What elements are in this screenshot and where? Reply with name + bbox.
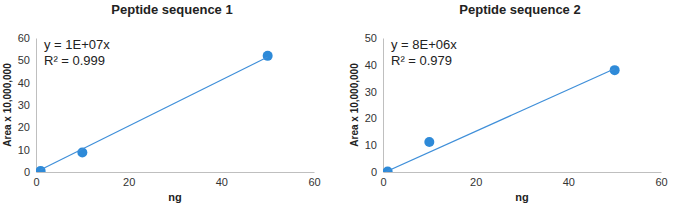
axis-line (383, 39, 384, 173)
annotation: y = 8E+06x (391, 37, 457, 52)
tick: 0 (371, 166, 383, 178)
tick-label: 20 (470, 176, 482, 188)
figure: Peptide sequence 1 0 20 40 60 0 10 20 30 40 50 60 ng… (0, 0, 680, 207)
tick: 40 (365, 59, 383, 71)
tick-label: 40 (563, 176, 575, 188)
tick-label: 60 (308, 176, 320, 188)
tick: 50 (365, 32, 383, 44)
tick: 60 (655, 172, 667, 188)
tick: 20 (18, 121, 36, 133)
plot-area (36, 51, 273, 172)
tick: 10 (18, 144, 36, 156)
y-axis: 0 10 20 30 40 50 60 (18, 32, 37, 178)
tick-label: 0 (24, 166, 30, 178)
tick-label: 20 (18, 121, 30, 133)
axis-line (384, 172, 662, 173)
x-axis: 0 20 40 60 (33, 172, 320, 188)
tick-label: 50 (18, 54, 30, 66)
chart: Peptide sequence 2 0 20 40 60 0 10 20 30 40 50 ng Ar… (349, 2, 668, 203)
tick-label: 40 (365, 59, 377, 71)
tick: 20 (470, 172, 482, 188)
tick-label: 40 (18, 77, 30, 89)
tick-label: 0 (371, 166, 377, 178)
annotation: R² = 0.979 (391, 53, 452, 68)
tick: 0 (33, 172, 39, 188)
tick-label: 50 (365, 32, 377, 44)
x-axis-title: ng (515, 191, 528, 203)
y-axis: 0 10 20 30 40 50 (365, 32, 384, 178)
tick: 0 (380, 172, 386, 188)
chart: Peptide sequence 1 0 20 40 60 0 10 20 30 40 50 60 ng… (2, 2, 321, 203)
tick-label: 0 (33, 176, 39, 188)
x-axis-title: ng (168, 191, 181, 203)
tick: 30 (365, 86, 383, 98)
tick: 30 (18, 99, 36, 111)
y-axis-title: Area x 10,000,000 (349, 63, 360, 147)
annotation: y = 1E+07x (44, 37, 110, 52)
x-axis: 0 20 40 60 (380, 172, 667, 188)
tick: 60 (308, 172, 320, 188)
tick-label: 40 (216, 176, 228, 188)
tick-label: 10 (18, 144, 30, 156)
tick-label: 20 (365, 112, 377, 124)
plot-area (383, 65, 620, 172)
axis-line (37, 172, 315, 173)
tick: 20 (365, 112, 383, 124)
title: Peptide sequence 2 (459, 2, 580, 17)
tick-label: 20 (123, 176, 135, 188)
tick: 10 (365, 139, 383, 151)
tick-label: 30 (18, 99, 30, 111)
tick-label: 30 (365, 86, 377, 98)
tick: 40 (216, 172, 228, 188)
tick-label: 60 (18, 32, 30, 44)
tick: 0 (24, 166, 36, 178)
point (424, 137, 434, 147)
trend-line (385, 69, 614, 172)
tick: 40 (563, 172, 575, 188)
tick: 40 (18, 77, 36, 89)
tick: 20 (123, 172, 135, 188)
tick-label: 10 (365, 139, 377, 151)
axis-line (36, 39, 37, 173)
tick: 50 (18, 54, 36, 66)
trend-line (41, 57, 268, 170)
tick-label: 0 (380, 176, 386, 188)
y-axis-title: Area x 10,000,000 (2, 63, 13, 147)
point (36, 166, 46, 172)
tick: 60 (18, 32, 36, 44)
title: Peptide sequence 1 (111, 2, 232, 17)
tick-label: 60 (655, 176, 667, 188)
annotation: R² = 0.999 (44, 53, 105, 68)
